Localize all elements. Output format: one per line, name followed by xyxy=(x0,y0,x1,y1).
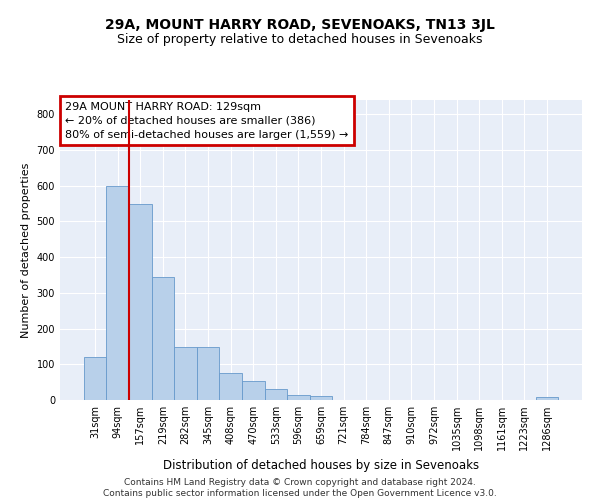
Bar xyxy=(287,394,310,400)
Text: 29A, MOUNT HARRY ROAD, SEVENOAKS, TN13 3JL: 29A, MOUNT HARRY ROAD, SEVENOAKS, TN13 3… xyxy=(105,18,495,32)
Bar xyxy=(220,373,242,400)
Bar xyxy=(106,186,129,400)
Bar xyxy=(152,277,174,400)
Bar xyxy=(536,397,558,400)
Text: Size of property relative to detached houses in Sevenoaks: Size of property relative to detached ho… xyxy=(117,32,483,46)
Bar xyxy=(265,388,287,400)
Text: Contains HM Land Registry data © Crown copyright and database right 2024.
Contai: Contains HM Land Registry data © Crown c… xyxy=(103,478,497,498)
Bar xyxy=(174,347,197,400)
Text: 29A MOUNT HARRY ROAD: 129sqm
← 20% of detached houses are smaller (386)
80% of s: 29A MOUNT HARRY ROAD: 129sqm ← 20% of de… xyxy=(65,102,349,140)
Bar xyxy=(310,396,332,400)
Bar xyxy=(242,382,265,400)
Y-axis label: Number of detached properties: Number of detached properties xyxy=(21,162,31,338)
Bar xyxy=(197,347,220,400)
X-axis label: Distribution of detached houses by size in Sevenoaks: Distribution of detached houses by size … xyxy=(163,458,479,471)
Bar xyxy=(84,357,106,400)
Bar xyxy=(129,204,152,400)
